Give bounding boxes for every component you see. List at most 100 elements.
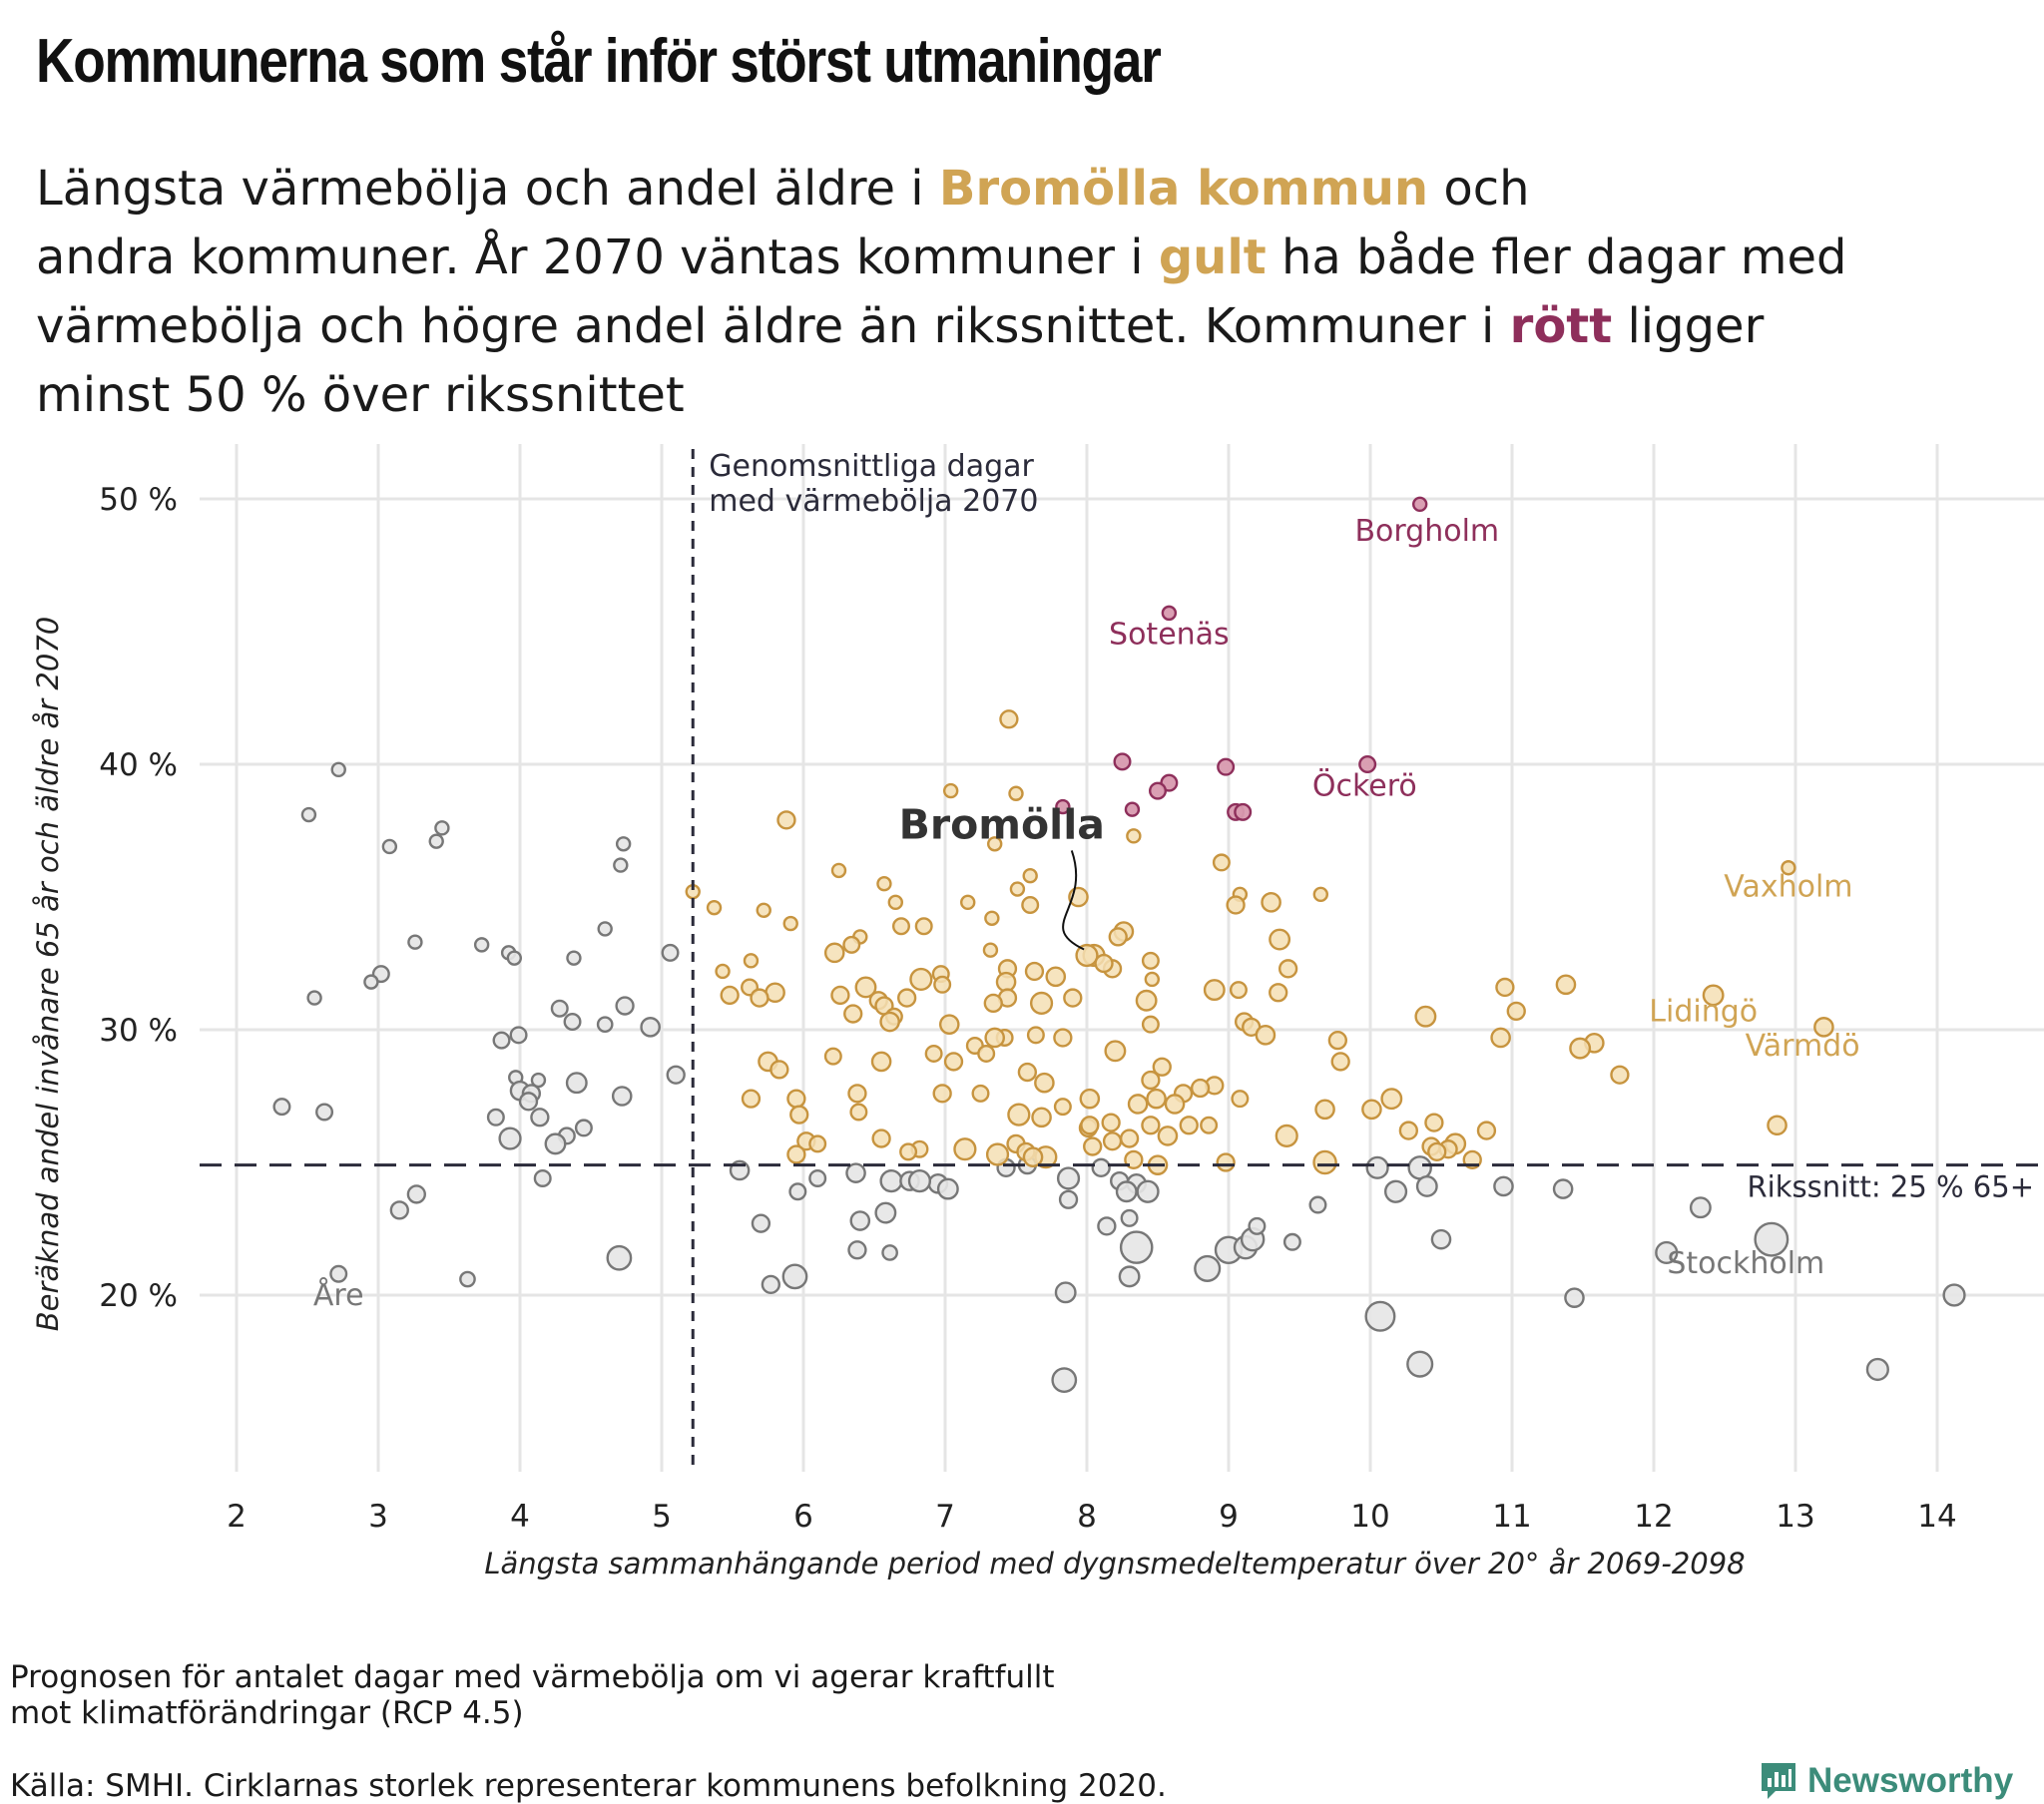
grey-point: [781, 1263, 808, 1290]
grey-point: [329, 1264, 348, 1283]
gold-point: [1063, 988, 1083, 1008]
red-point: [1148, 781, 1167, 800]
gold-point: [1094, 953, 1114, 974]
footnote-source: Källa: SMHI. Cirklarnas storlek represen…: [10, 1768, 1167, 1804]
gold-point: [1200, 1116, 1219, 1134]
gold-point: [782, 915, 798, 932]
average-days-label-line-1: Genomsnittliga dagar: [709, 449, 1034, 484]
gold-point: [1203, 979, 1226, 1002]
grey-point: [330, 761, 346, 778]
gold-point: [899, 1142, 918, 1161]
grey-point: [845, 1162, 866, 1183]
gold-point: [1144, 971, 1161, 988]
gold-point: [1361, 1099, 1382, 1121]
grey-point: [1689, 1196, 1712, 1219]
grey-point: [1056, 1166, 1081, 1190]
grey-point: [881, 1244, 898, 1261]
subtitle-text: och: [1428, 161, 1530, 217]
grey-point: [874, 1201, 897, 1224]
y-tick-label: 20 %: [99, 1278, 178, 1314]
gold-point: [1152, 1057, 1172, 1077]
gold-point: [1079, 1088, 1101, 1110]
y-tick-label: 30 %: [99, 1013, 178, 1049]
gold-point: [843, 1004, 863, 1024]
gold-point: [1119, 1128, 1140, 1148]
gold-point: [706, 899, 723, 916]
gold-point: [1476, 1121, 1497, 1140]
grey-point: [1282, 1232, 1301, 1251]
grey-point: [1754, 1221, 1789, 1257]
gold-point: [1380, 1088, 1403, 1111]
chart-title: Kommunerna som står inför störst utmanin…: [36, 27, 1162, 96]
municipality-label: Åre: [313, 1277, 364, 1313]
grey-point: [936, 1177, 959, 1200]
gold-point: [1414, 1005, 1437, 1028]
grey-point: [596, 1016, 614, 1034]
gold-point: [914, 917, 933, 936]
grey-point: [492, 1031, 511, 1050]
gold-point: [985, 1142, 1010, 1166]
gold-point: [1255, 1025, 1277, 1046]
grey-point: [300, 806, 317, 823]
gold-point: [1555, 974, 1577, 996]
gold-point: [897, 988, 917, 1008]
gold-point: [1102, 1131, 1123, 1151]
grey-point: [574, 1119, 593, 1137]
grey-point: [563, 1013, 582, 1032]
brand-name: Newsworthy: [1807, 1761, 2014, 1800]
gold-point: [891, 917, 910, 936]
gold-point: [953, 1137, 977, 1161]
y-axis-label: Beräknad andel invånare 65 år och äldre …: [31, 617, 65, 1331]
gold-point: [1080, 1116, 1100, 1135]
grey-point: [1115, 1180, 1138, 1203]
gold-point: [983, 993, 1003, 1014]
subtitle-text: ligger: [1612, 298, 1765, 354]
subtitle-line-3: värmebölja och högre andel äldre än riks…: [36, 292, 2012, 361]
gold-point: [999, 709, 1019, 729]
gold-point: [1314, 1099, 1335, 1121]
gold-point: [854, 976, 877, 999]
x-tick-label: 13: [1776, 1499, 1814, 1535]
national-average-label: Rikssnitt: 25 % 65+: [1748, 1170, 2034, 1204]
x-tick-label: 5: [652, 1499, 672, 1535]
gold-point: [1101, 1113, 1121, 1132]
gold-point: [1216, 1152, 1236, 1172]
grey-point: [428, 833, 444, 849]
gold-point: [1312, 886, 1329, 903]
gold-point: [1424, 1113, 1444, 1132]
x-tick-label: 12: [1634, 1499, 1673, 1535]
gold-point: [987, 836, 1003, 852]
newsworthy-logo-icon: [1762, 1763, 1795, 1799]
grey-point: [315, 1103, 334, 1122]
red-point: [1113, 752, 1132, 771]
gold-point: [823, 942, 845, 964]
grey-point: [666, 1065, 686, 1085]
municipality-label: Värmdö: [1746, 1029, 1860, 1064]
grey-point: [879, 1169, 903, 1193]
gold-point: [1569, 1037, 1592, 1060]
grey-point: [606, 1244, 633, 1271]
gold-point: [1229, 981, 1248, 1000]
municipality-label: Sotenäs: [1109, 618, 1230, 653]
grey-point: [530, 1108, 550, 1128]
gold-point: [942, 782, 959, 799]
x-axis-label: Längsta sammanhängande period med dygnsm…: [484, 1547, 1745, 1580]
subtitle-text: värmebölja och högre andel äldre än riks…: [36, 298, 1510, 354]
grey-point: [1119, 1230, 1154, 1264]
gold-point: [1427, 1141, 1447, 1162]
gold-point: [977, 1044, 996, 1063]
gold-point: [971, 1084, 990, 1103]
grey-point: [1136, 1179, 1160, 1203]
grey-point: [1865, 1357, 1889, 1382]
grey-point: [1097, 1216, 1117, 1236]
grey-point: [486, 1108, 505, 1127]
gold-point: [750, 988, 769, 1008]
x-tick-label: 9: [1219, 1499, 1239, 1535]
gold-point: [1008, 785, 1024, 801]
gold-point: [984, 910, 1000, 926]
gold-point: [870, 1051, 892, 1073]
grey-point: [530, 1072, 547, 1089]
gold-point: [933, 975, 952, 994]
grey-point: [389, 1200, 409, 1220]
gold-point: [1141, 951, 1160, 970]
